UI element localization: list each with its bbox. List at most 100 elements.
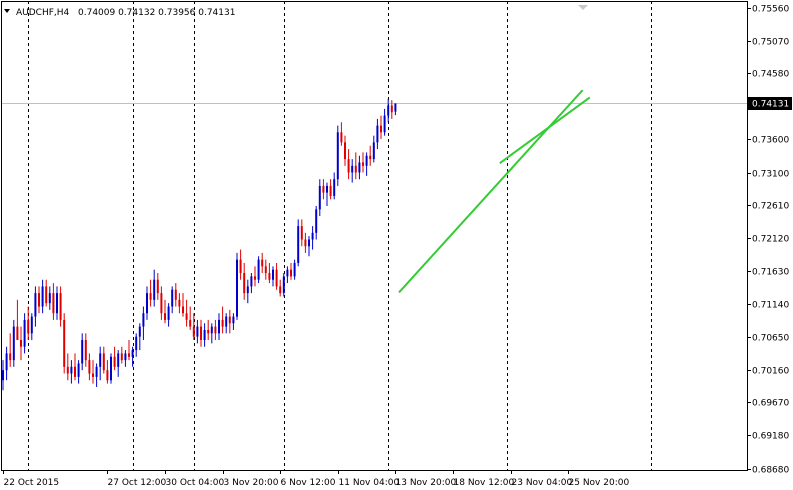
- candle-body: [228, 316, 231, 324]
- candle: [135, 333, 138, 357]
- candle-body: [380, 125, 382, 133]
- candle-body: [250, 276, 253, 287]
- candle: [117, 350, 120, 377]
- candle: [297, 219, 300, 267]
- candle: [311, 226, 314, 250]
- x-axis: 22 Oct 2015 27 Oct 12:00 30 Oct 04:00 3 Nov…: [3, 470, 630, 488]
- candle-body: [275, 269, 278, 287]
- candle: [99, 346, 102, 381]
- candle-body: [383, 115, 386, 133]
- candle: [16, 299, 19, 341]
- y-tick-label: 0.69670: [752, 399, 789, 409]
- candle-body: [160, 293, 163, 314]
- candle-body: [34, 293, 37, 317]
- candle: [23, 313, 26, 354]
- y-tick-label: 0.71140: [752, 301, 789, 311]
- candle-body: [84, 340, 87, 361]
- candle-body: [318, 185, 321, 210]
- candle: [214, 319, 217, 341]
- candle-body: [394, 103, 397, 112]
- candle-body: [149, 293, 152, 300]
- candle-body: [268, 273, 271, 280]
- candle: [41, 279, 44, 314]
- candle: [369, 145, 372, 166]
- candle-body: [142, 313, 145, 327]
- candle: [38, 286, 40, 314]
- candle: [178, 293, 181, 314]
- candle-body: [146, 293, 148, 314]
- candle-body: [340, 132, 343, 143]
- dropdown-triangle-icon[interactable]: [4, 9, 10, 13]
- y-tick-label: 0.68680: [752, 466, 789, 476]
- candle-body: [232, 316, 235, 324]
- candle-body: [30, 316, 33, 334]
- candle-body: [12, 326, 15, 361]
- candle-body: [117, 353, 120, 367]
- candle: [200, 319, 202, 347]
- candle-body: [376, 125, 379, 143]
- y-tick-label: 0.71630: [752, 268, 789, 278]
- candle: [45, 279, 48, 307]
- candle-body: [344, 142, 346, 160]
- candle-body: [293, 262, 296, 277]
- candle: [70, 360, 73, 384]
- candle: [308, 236, 310, 257]
- candle: [383, 108, 386, 136]
- trendline[interactable]: [398, 89, 584, 294]
- candle-body: [9, 353, 12, 361]
- x-tick-label: 13 Nov 20:00: [396, 478, 457, 488]
- current-price-label: 0.74131: [752, 100, 789, 110]
- symbol-label: AUDCHF,H4: [16, 8, 70, 18]
- candle-body: [218, 319, 220, 334]
- candle-body: [56, 293, 58, 314]
- candle-body: [387, 105, 390, 116]
- candles: [2, 98, 397, 391]
- candle: [236, 252, 238, 320]
- candle-body: [74, 366, 76, 377]
- candle: [218, 313, 220, 341]
- y-tick-label: 0.70160: [752, 367, 789, 377]
- candle-body: [27, 319, 30, 334]
- candle-body: [95, 366, 98, 377]
- y-tick-label: 0.69180: [752, 432, 789, 442]
- candle-body: [182, 306, 184, 314]
- candle: [351, 159, 354, 183]
- candle-body: [192, 326, 195, 337]
- candle-body: [16, 326, 19, 341]
- candle: [279, 279, 282, 297]
- chart-shift-icon[interactable]: [578, 5, 588, 10]
- candle-body: [239, 259, 242, 274]
- candle-body: [246, 286, 249, 294]
- candle: [344, 135, 346, 166]
- candle-body: [106, 370, 109, 381]
- candle-body: [286, 269, 289, 277]
- trendline[interactable]: [499, 96, 591, 164]
- candle-body: [203, 329, 206, 341]
- current-price-box: [748, 97, 792, 110]
- candle: [340, 122, 343, 146]
- candle: [336, 125, 339, 186]
- candle-body: [52, 293, 55, 314]
- candle: [232, 313, 235, 330]
- candle: [30, 313, 33, 341]
- candle-body: [92, 373, 94, 377]
- candle-body: [214, 326, 217, 334]
- x-tick-label: 25 Nov 20:00: [569, 478, 630, 488]
- candle-body: [261, 259, 264, 267]
- candle: [102, 346, 105, 374]
- trendlines[interactable]: [398, 89, 591, 294]
- candle-body: [369, 155, 372, 160]
- candle: [138, 323, 141, 351]
- y-tick-label: 0.72120: [752, 235, 789, 245]
- candle-body: [221, 319, 224, 327]
- candle: [2, 360, 4, 391]
- candle-body: [110, 356, 112, 381]
- candle: [128, 340, 130, 361]
- candle: [225, 313, 228, 334]
- candle-body: [297, 226, 300, 263]
- candle: [243, 262, 246, 300]
- candle-body: [354, 165, 357, 173]
- candle: [124, 350, 127, 367]
- candle: [333, 172, 336, 200]
